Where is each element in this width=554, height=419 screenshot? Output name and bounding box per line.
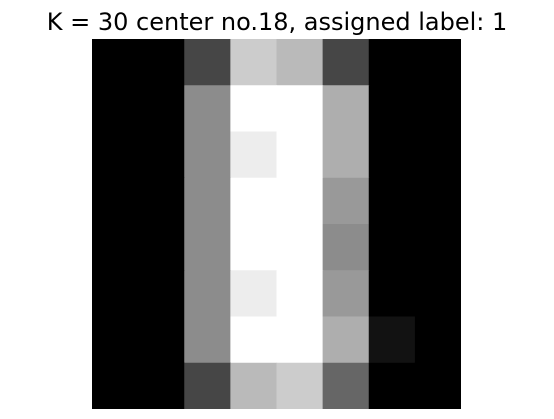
heatmap-cell-r6-c6 bbox=[369, 317, 416, 364]
heatmap-cell-r2-c7 bbox=[415, 132, 461, 179]
heatmap-cell-r4-c0 bbox=[92, 224, 139, 271]
heatmap-cell-r1-c3 bbox=[230, 85, 277, 132]
heatmap-cell-r0-c3 bbox=[230, 39, 277, 86]
heatmap-cell-r3-c2 bbox=[184, 178, 231, 225]
heatmap-cell-r7-c5 bbox=[323, 363, 370, 409]
heatmap-cell-r5-c2 bbox=[184, 270, 231, 317]
heatmap-cell-r2-c1 bbox=[138, 132, 185, 179]
chart-title: K = 30 center no.18, assigned label: 1 bbox=[0, 7, 554, 37]
heatmap-cell-r3-c7 bbox=[415, 178, 461, 225]
heatmap-cell-r7-c0 bbox=[92, 363, 139, 409]
heatmap-cell-r0-c1 bbox=[138, 39, 185, 86]
heatmap-cell-r4-c7 bbox=[415, 224, 461, 271]
heatmap-cell-r0-c7 bbox=[415, 39, 461, 86]
heatmap-cell-r4-c5 bbox=[323, 224, 370, 271]
heatmap-cell-r2-c2 bbox=[184, 132, 231, 179]
heatmap-cell-r1-c5 bbox=[323, 85, 370, 132]
heatmap-cell-r4-c4 bbox=[277, 224, 324, 271]
heatmap-cell-r3-c1 bbox=[138, 178, 185, 225]
heatmap-cell-r4-c3 bbox=[230, 224, 277, 271]
heatmap-cell-r5-c1 bbox=[138, 270, 185, 317]
heatmap-cell-r1-c4 bbox=[277, 85, 324, 132]
heatmap-cell-r7-c4 bbox=[277, 363, 324, 409]
heatmap-cell-r3-c5 bbox=[323, 178, 370, 225]
heatmap-cell-r5-c5 bbox=[323, 270, 370, 317]
heatmap-cell-r3-c4 bbox=[277, 178, 324, 225]
heatmap-cell-r1-c1 bbox=[138, 85, 185, 132]
heatmap-cell-r1-c6 bbox=[369, 85, 416, 132]
heatmap-cell-r2-c5 bbox=[323, 132, 370, 179]
heatmap-cell-r0-c0 bbox=[92, 39, 139, 86]
heatmap-cell-r0-c5 bbox=[323, 39, 370, 86]
heatmap-cell-r4-c6 bbox=[369, 224, 416, 271]
heatmap-cell-r6-c4 bbox=[277, 317, 324, 364]
heatmap-cell-r6-c2 bbox=[184, 317, 231, 364]
heatmap-cell-r0-c2 bbox=[184, 39, 231, 86]
heatmap-cell-r5-c3 bbox=[230, 270, 277, 317]
heatmap-cell-r4-c1 bbox=[138, 224, 185, 271]
heatmap-cell-r1-c0 bbox=[92, 85, 139, 132]
heatmap-cell-r0-c6 bbox=[369, 39, 416, 86]
heatmap-cell-r2-c4 bbox=[277, 132, 324, 179]
heatmap-cell-r7-c1 bbox=[138, 363, 185, 409]
heatmap-cell-r5-c0 bbox=[92, 270, 139, 317]
heatmap-cell-r6-c1 bbox=[138, 317, 185, 364]
heatmap-cell-r7-c3 bbox=[230, 363, 277, 409]
heatmap-cell-r6-c0 bbox=[92, 317, 139, 364]
heatmap-cell-r5-c6 bbox=[369, 270, 416, 317]
heatmap-cell-r5-c4 bbox=[277, 270, 324, 317]
heatmap-plot bbox=[92, 39, 461, 409]
heatmap-cell-r6-c3 bbox=[230, 317, 277, 364]
heatmap-cell-r4-c2 bbox=[184, 224, 231, 271]
heatmap-cell-r1-c7 bbox=[415, 85, 461, 132]
heatmap-cell-r2-c6 bbox=[369, 132, 416, 179]
heatmap-cell-r6-c7 bbox=[415, 317, 461, 364]
heatmap-cell-r0-c4 bbox=[277, 39, 324, 86]
heatmap-cell-r7-c7 bbox=[415, 363, 461, 409]
heatmap-cell-r3-c3 bbox=[230, 178, 277, 225]
heatmap-cell-r5-c7 bbox=[415, 270, 461, 317]
heatmap-cell-r2-c0 bbox=[92, 132, 139, 179]
heatmap-cell-r2-c3 bbox=[230, 132, 277, 179]
heatmap-cell-r3-c0 bbox=[92, 178, 139, 225]
heatmap-cell-r3-c6 bbox=[369, 178, 416, 225]
heatmap-cell-r1-c2 bbox=[184, 85, 231, 132]
heatmap-cell-r7-c6 bbox=[369, 363, 416, 409]
heatmap-cell-r6-c5 bbox=[323, 317, 370, 364]
heatmap-cell-r7-c2 bbox=[184, 363, 231, 409]
